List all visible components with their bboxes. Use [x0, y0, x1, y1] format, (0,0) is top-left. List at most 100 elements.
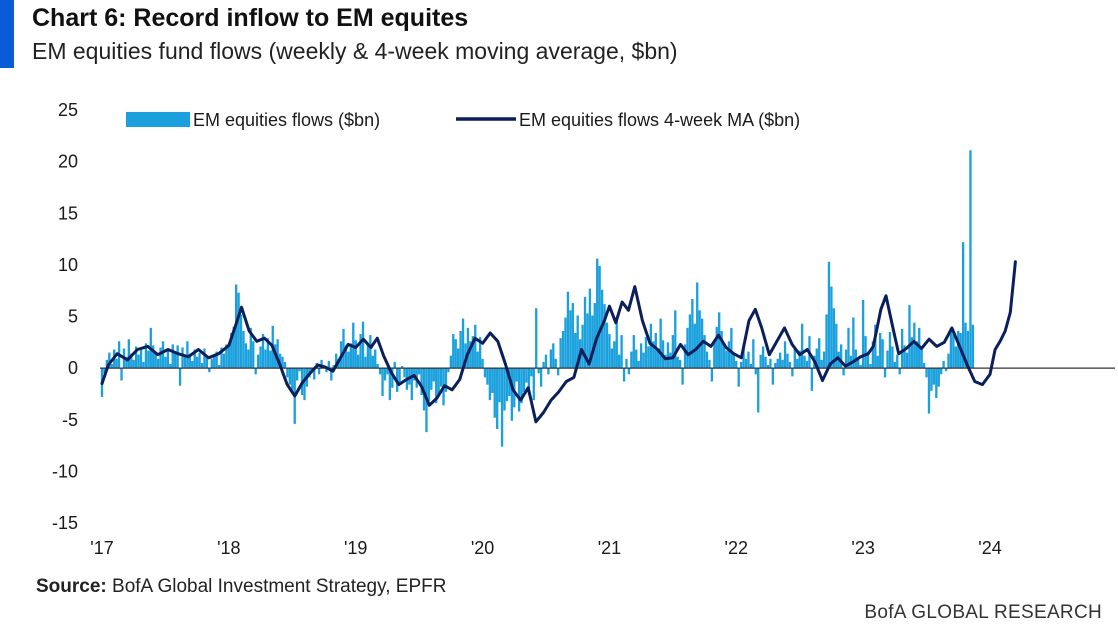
flow-bar: [581, 324, 584, 369]
flow-bar: [683, 344, 687, 369]
flow-bar: [261, 334, 265, 369]
flow-bar: [942, 360, 945, 369]
flow-bar: [208, 368, 211, 373]
flow-bar: [325, 368, 328, 373]
flow-bar: [296, 368, 299, 381]
flow-bar: [671, 335, 674, 369]
x-tick-label: '18: [217, 538, 240, 558]
flow-bar: [625, 358, 628, 369]
flow-bar: [815, 348, 818, 369]
flow-bar: [903, 345, 906, 369]
flow-bar: [103, 368, 106, 374]
chart-subtitle: EM equities fund flows (weekly & 4-week …: [32, 38, 678, 64]
flow-bar: [913, 322, 916, 369]
flow-bar: [805, 360, 809, 369]
flow-bar: [830, 286, 833, 369]
flow-bar: [439, 368, 443, 387]
y-tick-label: -5: [62, 410, 78, 430]
x-tick-label: '20: [471, 538, 494, 558]
flow-bar: [432, 368, 435, 382]
flow-bar: [259, 346, 262, 369]
x-tick-label: '22: [725, 538, 748, 558]
flow-bar: [593, 303, 596, 369]
flow-bar: [786, 353, 789, 369]
flow-bar: [686, 327, 689, 369]
flow-bar: [154, 352, 157, 369]
flow-bar: [410, 368, 413, 401]
flow-bar: [210, 358, 213, 369]
flow-bar: [176, 345, 179, 369]
flow-bar: [496, 368, 499, 430]
flow-bar: [471, 336, 474, 369]
flow-bar: [764, 356, 767, 369]
flow-bar: [881, 339, 884, 369]
x-tick-label: '23: [851, 538, 874, 558]
flow-bar: [920, 349, 923, 369]
flow-bar: [186, 341, 189, 369]
flow-bar: [893, 361, 896, 369]
flow-bar: [900, 328, 904, 369]
flow-bar: [761, 346, 765, 369]
flow-bar: [627, 368, 631, 375]
flow-bar: [876, 355, 879, 369]
flow-bar: [303, 368, 306, 401]
flow-bar: [481, 358, 484, 369]
flow-bar: [727, 341, 731, 369]
flow-bar: [244, 343, 248, 369]
flow-bar: [108, 352, 111, 369]
flow-bar: [944, 368, 948, 372]
flow-bar: [730, 327, 733, 369]
x-tick-label: '24: [978, 538, 1001, 558]
flow-bar: [788, 361, 792, 369]
flow-bar: [749, 364, 753, 369]
flow-bar: [554, 358, 557, 369]
flow-bar: [622, 368, 626, 382]
flow-bar: [688, 314, 692, 369]
flow-bar: [513, 368, 516, 408]
flow-bar: [800, 323, 804, 369]
flow-bar: [317, 368, 321, 375]
flow-bar: [366, 343, 370, 369]
flow-bar: [681, 368, 684, 385]
flow-bar: [188, 353, 191, 369]
flow-bar: [498, 368, 501, 403]
flow-bar: [383, 368, 387, 381]
flow-bar: [371, 355, 374, 369]
flow-bar: [144, 343, 148, 369]
flow-bar: [142, 361, 145, 369]
flow-bar: [652, 341, 655, 369]
flow-bar: [747, 351, 750, 369]
flow-bar: [174, 351, 177, 369]
flow-bar: [559, 338, 562, 369]
flow-bar: [774, 362, 777, 369]
flow-bar: [735, 360, 738, 369]
flow-bar: [598, 265, 601, 369]
flow-bar: [718, 312, 721, 369]
flow-bar: [791, 368, 794, 377]
flow-bar: [796, 358, 799, 369]
flow-bar: [566, 291, 570, 369]
flow-bar: [169, 364, 172, 369]
flow-bar: [871, 341, 875, 369]
flow-bar: [857, 358, 860, 369]
flow-bar: [430, 368, 433, 390]
flow-bar: [698, 310, 701, 369]
x-tick-label: '21: [598, 538, 621, 558]
flow-bar: [278, 353, 282, 369]
flow-bar: [759, 354, 762, 369]
flow-bar: [583, 296, 587, 369]
flow-bar: [766, 365, 770, 369]
flow-bar: [835, 323, 838, 369]
flow-bar: [198, 352, 201, 369]
flow-bar: [654, 333, 657, 369]
flow-bar: [535, 308, 538, 369]
flow-bar: [869, 364, 872, 369]
flow-bar: [644, 337, 648, 369]
flow-bar: [369, 335, 372, 369]
flow-bar: [613, 341, 616, 369]
flow-bar: [742, 347, 745, 369]
flow-bar: [193, 349, 196, 369]
flow-bar: [388, 368, 392, 401]
flow-bar: [676, 356, 679, 369]
x-tick-label: '17: [90, 538, 113, 558]
